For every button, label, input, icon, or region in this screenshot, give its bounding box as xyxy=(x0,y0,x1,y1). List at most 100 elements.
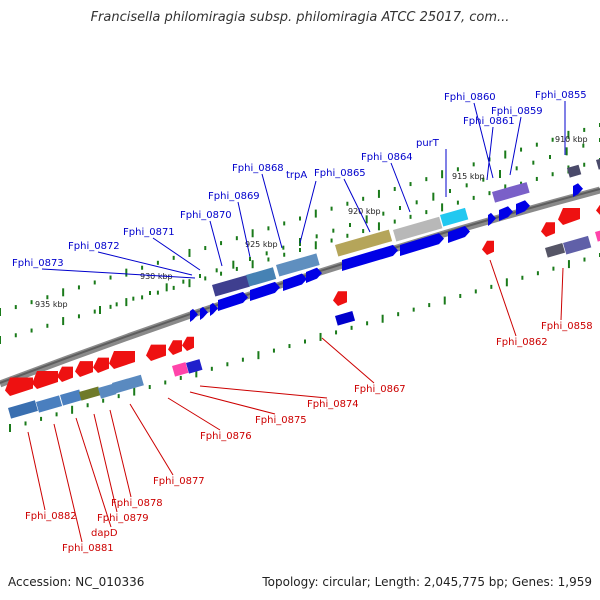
reverse-gene-arrow xyxy=(596,204,600,215)
forward-label-connector xyxy=(209,220,223,267)
kbp-label: 910 kbp xyxy=(555,135,588,144)
reverse-label-connector xyxy=(560,267,564,321)
kbp-label: 925 kbp xyxy=(245,240,278,249)
reverse-gene-label: Fphi_0876 xyxy=(200,431,252,442)
forward-label-connector xyxy=(509,116,522,176)
gene-feature xyxy=(7,400,38,419)
reverse-label-connector xyxy=(109,409,132,498)
forward-gene-label: Fphi_0872 xyxy=(68,241,120,252)
kbp-scale: 935 kbp 930 kbp 925 kbp 920 kbp 915 kbp 910 k… xyxy=(35,135,588,309)
forward-gene-arrow xyxy=(516,200,530,215)
forward-label-connector xyxy=(343,178,371,233)
gene-feature xyxy=(594,230,600,242)
reverse-gene-arrow xyxy=(109,350,135,369)
gene-feature xyxy=(212,275,250,297)
reverse-label-connector xyxy=(53,423,83,543)
forward-gene-arrow xyxy=(448,226,470,243)
gene-feature xyxy=(492,182,530,203)
forward-gene-arrow xyxy=(250,281,280,301)
gene-features xyxy=(5,158,600,419)
forward-gene-label: Fphi_0873 xyxy=(12,258,64,269)
gene-feature xyxy=(111,374,144,394)
reverse-gene-label: Fphi_0879 xyxy=(97,513,149,524)
forward-gene-label: Fphi_0865 xyxy=(314,168,366,179)
topology-text: Topology: circular; Length: 2,045,775 bp… xyxy=(262,575,592,589)
reverse-gene-label: Fphi_0858 xyxy=(541,321,593,332)
forward-label-connector xyxy=(261,173,283,249)
reverse-label-connector xyxy=(489,259,517,337)
forward-label-connector xyxy=(152,237,201,271)
reverse-label-connector xyxy=(321,337,375,384)
forward-gene-arrow xyxy=(200,306,208,320)
forward-gene-label: Fphi_0871 xyxy=(123,227,175,238)
kbp-label: 930 kbp xyxy=(140,272,173,281)
reverse-gene-arrow xyxy=(93,357,109,373)
forward-gene-arrow xyxy=(218,291,248,311)
forward-gene-label: Fphi_0855 xyxy=(535,90,587,101)
map-title: Francisella philomiragia subsp. philomir… xyxy=(90,10,510,25)
forward-gene-arrow xyxy=(342,244,398,271)
reverse-gene-label: dapD xyxy=(91,528,118,539)
reverse-gene-arrow xyxy=(5,377,33,396)
reverse-label-connector xyxy=(129,403,174,476)
forward-gene-label: Fphi_0859 xyxy=(491,106,543,117)
forward-gene-arrow xyxy=(306,267,322,283)
forward-gene-arrow xyxy=(499,206,513,221)
reverse-gene-arrow xyxy=(541,222,555,237)
gene-feature xyxy=(60,389,83,406)
reverse-gene-arrow xyxy=(333,291,347,306)
reverse-gene-arrow xyxy=(168,340,182,355)
gene-feature xyxy=(36,395,63,413)
forward-label-connector xyxy=(299,180,317,244)
forward-label-connector xyxy=(473,102,494,179)
forward-gene-arrow xyxy=(283,273,307,291)
gene-feature xyxy=(440,207,469,227)
gene-feature xyxy=(171,362,189,377)
label-connectors xyxy=(27,101,566,543)
gene-feature xyxy=(393,216,443,242)
forward-gene-label: Fphi_0860 xyxy=(444,92,496,103)
reverse-label-connector xyxy=(199,385,328,399)
forward-label-connector xyxy=(390,162,411,213)
forward-gene-arrow xyxy=(573,183,583,197)
gene-feature xyxy=(596,158,600,170)
reverse-label-connector xyxy=(189,391,276,415)
forward-label-connector xyxy=(41,268,196,279)
forward-gene-arrow xyxy=(210,302,218,316)
reverse-gene-arrow xyxy=(146,344,166,361)
reverse-gene-label: Fphi_0878 xyxy=(111,498,163,509)
gene-feature xyxy=(335,311,356,326)
reverse-gene-label: Fphi_0862 xyxy=(496,337,548,348)
reverse-gene-label: Fphi_0881 xyxy=(62,543,114,554)
forward-gene-label: purT xyxy=(416,138,440,149)
reverse-gene-arrow xyxy=(32,370,58,389)
forward-gene-label: Fphi_0868 xyxy=(232,163,284,174)
reverse-label-connector xyxy=(27,431,46,511)
reverse-gene-label: Fphi_0877 xyxy=(153,476,205,487)
gene-feature xyxy=(246,267,277,287)
gene-feature xyxy=(567,164,582,178)
forward-label-connector xyxy=(486,126,494,181)
reverse-gene-label: Fphi_0874 xyxy=(307,399,359,410)
accession-text: Accession: NC_010336 xyxy=(8,575,145,589)
gene-feature xyxy=(545,243,566,258)
gene-feature xyxy=(79,386,101,401)
reverse-gene-arrow xyxy=(57,366,73,382)
reverse-gene-arrow xyxy=(75,361,93,377)
forward-gene-arrow xyxy=(400,233,444,256)
reverse-label-connector xyxy=(75,417,112,528)
forward-gene-label: Fphi_0870 xyxy=(180,210,232,221)
gene-feature xyxy=(98,383,117,399)
reverse-gene-label: Fphi_0867 xyxy=(354,384,406,395)
forward-label-connector xyxy=(97,251,193,276)
forward-gene-label: Fphi_0861 xyxy=(463,116,515,127)
tick-marks xyxy=(0,123,600,432)
reverse-gene-arrow xyxy=(558,208,580,225)
kbp-label: 920 kbp xyxy=(348,207,381,216)
kbp-label: 915 kbp xyxy=(452,172,485,181)
forward-gene-label: Fphi_0864 xyxy=(361,152,413,163)
kbp-label: 935 kbp xyxy=(35,300,68,309)
forward-gene-arrow xyxy=(488,212,496,226)
